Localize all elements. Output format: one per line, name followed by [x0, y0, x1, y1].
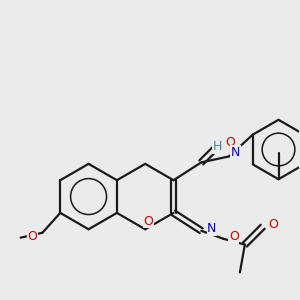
Text: O: O — [225, 136, 235, 149]
Text: H: H — [212, 140, 222, 153]
Text: O: O — [143, 215, 153, 228]
Text: O: O — [28, 230, 38, 243]
Text: O: O — [229, 230, 239, 243]
Text: O: O — [268, 218, 278, 231]
Text: N: N — [207, 222, 217, 235]
Text: N: N — [231, 146, 240, 159]
